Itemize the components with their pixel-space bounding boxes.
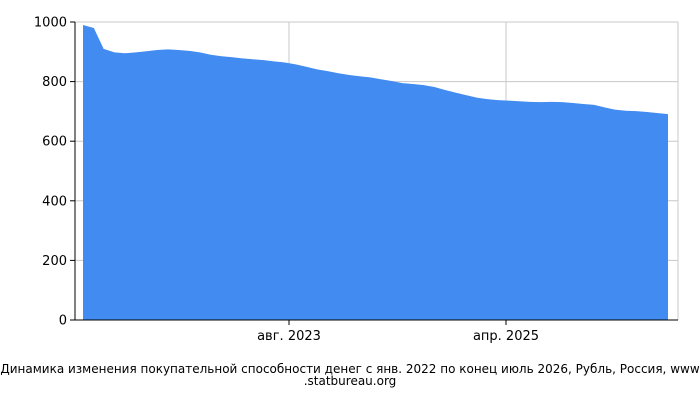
y-tick-label-0: 0 xyxy=(59,314,67,329)
y-tick-label-400: 400 xyxy=(42,194,67,209)
caption-line-1: Динамика изменения покупательной способн… xyxy=(0,362,700,376)
y-tick-label-800: 800 xyxy=(42,75,67,90)
y-tick-label-200: 200 xyxy=(42,254,67,269)
caption-line-2: .statbureau.org xyxy=(303,374,397,388)
area-series xyxy=(83,24,668,320)
y-tick-label-1000: 1000 xyxy=(34,16,67,31)
chart-caption: Динамика изменения покупательной способн… xyxy=(0,363,700,387)
axes xyxy=(74,22,678,321)
x-ticks: авг. 2023 апр. 2025 xyxy=(257,320,539,344)
y-ticks: 0 200 400 600 800 1000 xyxy=(34,16,75,329)
x-tick-label-aug-2023: авг. 2023 xyxy=(257,329,321,344)
y-tick-label-600: 600 xyxy=(42,135,67,150)
x-tick-label-apr-2025: апр. 2025 xyxy=(473,329,539,344)
